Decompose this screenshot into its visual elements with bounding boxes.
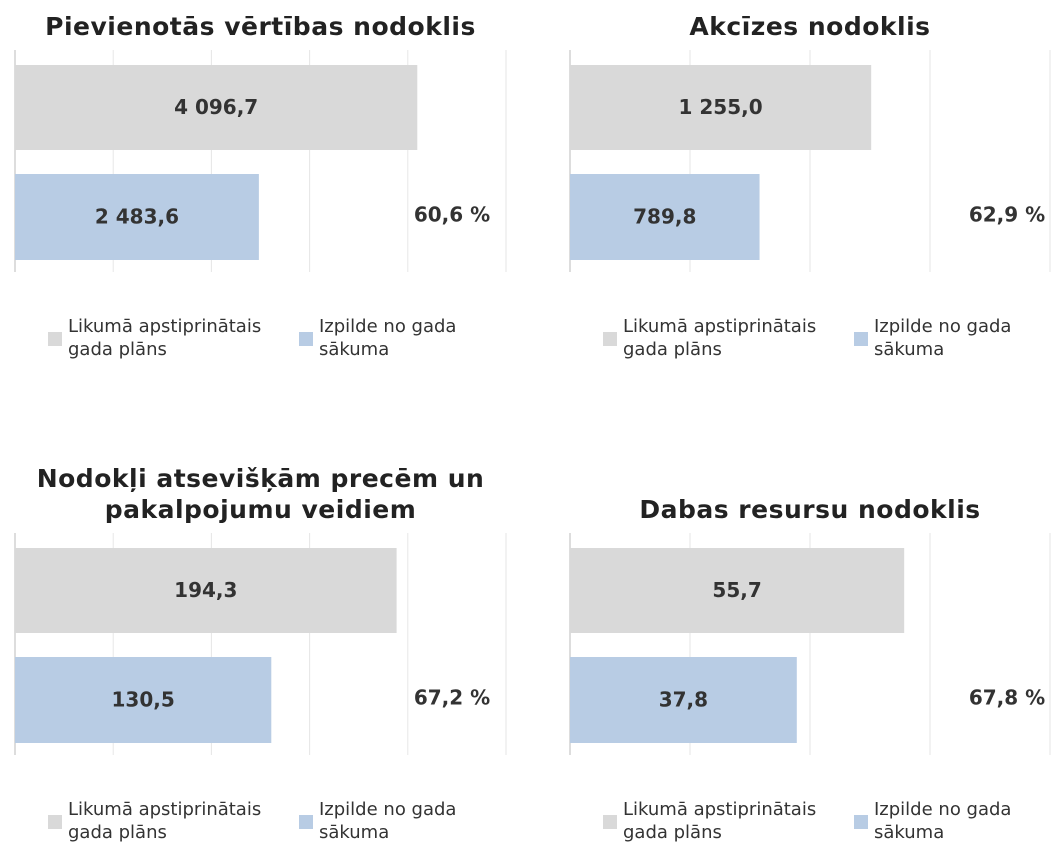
legend-swatch [299,815,313,829]
legend-label-box: Izpilde no gada sākuma [319,799,457,843]
value-label: 789,8 [633,205,696,229]
bar [15,548,397,633]
value-label: 4 096,7 [174,95,258,119]
bar [570,548,905,633]
legend-swatch [48,332,62,346]
chart-panel: 1 255,0 Likumā apstiprinātais gada plāns 7… [569,12,1051,360]
title-box: Pievienotās vērtības nodoklis [45,12,476,41]
bar [15,657,272,743]
legend-swatch [299,332,313,346]
legend-label-box: Izpilde no gada sākuma [319,316,457,360]
legend-label-box: Likumā apstiprinātais gada plāns [623,316,817,360]
chart-title: Dabas resursu nodoklis [639,495,981,524]
title-box: Akcīzes nodoklis [689,12,931,41]
title-box: Dabas resursu nodoklis [639,495,981,524]
legend-swatch [854,815,868,829]
legend-label-box: Likumā apstiprinātais gada plāns [623,799,817,843]
legend-label-box: Likumā apstiprinātais gada plāns [68,799,262,843]
legend-label: Izpilde no gada sākuma [874,316,1012,360]
legend-label-box: Likumā apstiprinātais gada plāns [68,316,262,360]
value-label: 55,7 [712,578,761,602]
legend-label: Izpilde no gada sākuma [319,799,457,843]
chart-title: Nodokļi atsevišķām precēm un pakalpojumu… [36,464,485,524]
legend-swatch [603,332,617,346]
legend-label: Likumā apstiprinātais gada plāns [623,316,817,360]
bar [15,174,259,260]
legend-label: Likumā apstiprinātais gada plāns [623,799,817,843]
bar [570,657,797,743]
legend-swatch [854,332,868,346]
legend-label: Izpilde no gada sākuma [874,799,1012,843]
chart-panel: 4 096,7 Likumā apstiprinātais gada plāns 2… [14,12,507,360]
legend-label: Izpilde no gada sākuma [319,316,457,360]
chart-title: Pievienotās vērtības nodoklis [45,12,476,41]
legend-label: Likumā apstiprinātais gada plāns [68,799,262,843]
value-label: 37,8 [659,688,708,712]
value-label: 2 483,6 [95,205,179,229]
chart-panel: 55,7 Likumā apstiprinātais gada plāns 37,8… [569,495,1051,843]
bar [15,65,418,150]
value-label: 1 255,0 [679,95,763,119]
annotation: 62,9 % [969,203,1045,227]
legend-label-box: Izpilde no gada sākuma [874,316,1012,360]
chart-title: Akcīzes nodoklis [689,12,931,41]
bar [570,174,760,260]
chart-panel: 194,3 Likumā apstiprinātais gada plāns 130… [14,464,507,843]
legend-swatch [48,815,62,829]
bar [570,65,872,150]
annotation: 67,2 % [414,686,490,710]
annotation: 67,8 % [969,686,1045,710]
value-label: 130,5 [112,688,175,712]
value-label: 194,3 [174,578,237,602]
legend-label: Likumā apstiprinātais gada plāns [68,316,262,360]
title-box: Nodokļi atsevišķām precēm un pakalpojumu… [36,464,485,524]
annotation: 60,6 % [414,203,490,227]
legend-label-box: Izpilde no gada sākuma [874,799,1012,843]
legend-swatch [603,815,617,829]
